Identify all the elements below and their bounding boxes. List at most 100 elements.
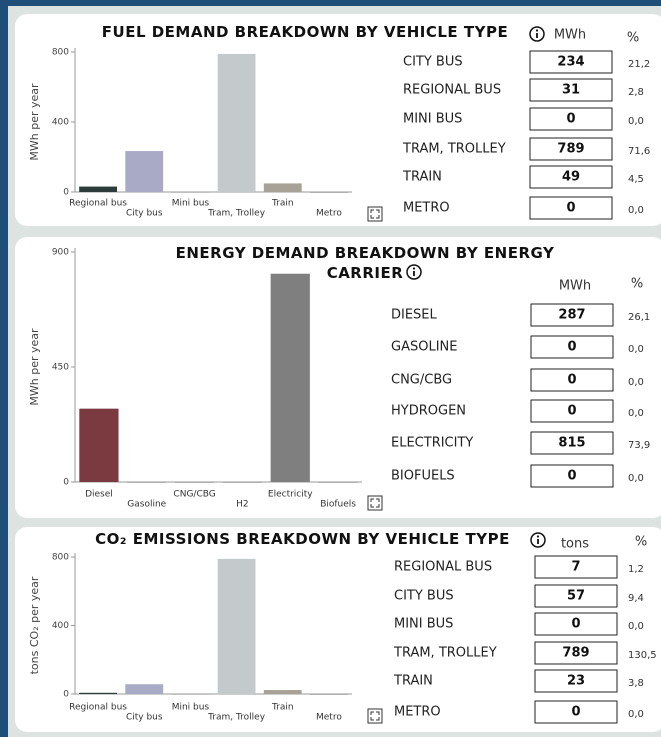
value-box [530,303,614,327]
x-tick-label: Metro [316,209,342,219]
title-box: FUEL DEMAND BREAKDOWN BY VEHICLE TYPE [101,23,509,41]
row-label: ELECTRICITY [391,436,473,451]
y-tick-label: 900 [52,248,69,258]
percent-header: % [631,277,643,292]
y-tick-label: 800 [52,48,69,58]
row-label: MINI BUS [394,617,453,632]
x-tick-label: Train [271,703,294,713]
row-percent: 0,0 [628,709,644,720]
y-tick-label: 800 [52,553,69,563]
panel-title: FUEL DEMAND BREAKDOWN BY VEHICLE TYPE [101,23,509,41]
unit-header: tons [561,537,589,552]
row-percent: 71,6 [628,146,650,157]
x-tick-label: Diesel [85,490,113,500]
bar [125,151,164,192]
x-tick-label: CNG/CBG [173,490,215,500]
percent-header: % [635,535,647,550]
row-value: 0 [567,340,576,355]
row-percent: 0,0 [628,116,644,127]
bar [318,482,358,483]
row-value: 0 [567,373,576,388]
bar [263,690,302,694]
row-value: 0 [571,705,580,720]
value-box [530,368,614,392]
row-value: 7 [571,560,580,575]
row-percent: 73,9 [628,440,650,451]
value-box [534,669,618,693]
row-label: TRAM, TROLLEY [402,142,506,157]
x-tick-label: H2 [236,500,249,510]
row-percent: 0,0 [628,205,644,216]
y-axis-label: MWh per year [28,328,41,406]
expand-button[interactable] [367,495,383,511]
info-icon-dot [536,535,540,538]
bar [222,482,263,483]
x-tick-label: Mini bus [172,703,210,713]
x-tick-label: Gasoline [127,500,166,510]
row-percent: 21,2 [628,59,650,70]
y-tick-label: 0 [63,188,69,198]
bar [79,408,119,482]
bar [125,684,164,694]
row-label: MINI BUS [403,112,462,127]
bar [263,183,302,192]
x-tick-label: Regional bus [69,703,127,713]
row-value: 815 [558,436,585,451]
panel [15,14,661,226]
row-value: 0 [571,617,580,632]
y-tick-label: 400 [52,621,69,631]
x-tick-label: Biofuels [320,500,356,510]
row-label: CNG/CBG [391,373,452,388]
row-label: HYDROGEN [391,404,466,419]
x-tick-label: Regional bus [69,199,127,209]
row-value: 0 [566,201,575,216]
value-box [534,584,618,608]
value-box [529,107,613,131]
row-label: TRAIN [402,170,442,185]
row-percent: 0,0 [628,377,644,388]
info-icon [530,532,546,548]
top-border [0,0,661,6]
row-percent: 2,8 [628,87,644,98]
row-value: 287 [558,308,585,323]
bar [79,692,118,694]
bar [309,694,348,695]
value-box [534,555,618,579]
row-value: 789 [557,142,584,157]
expand-button[interactable] [367,708,383,724]
y-tick-label: 400 [52,118,69,128]
bar [270,273,310,482]
info-icon [406,264,422,280]
value-box [529,50,613,74]
panel-title: CO₂ EMISSIONS BREAKDOWN BY VEHICLE TYPE [95,530,510,548]
row-percent: 9,4 [628,593,644,604]
value-box [530,431,614,455]
x-tick-label: Tram, Trolley [207,713,266,723]
row-percent: 4,5 [628,174,644,185]
y-axis-label: MWh per year [28,83,41,161]
bar [171,192,210,193]
row-label: CITY BUS [403,55,463,70]
value-box [529,78,613,102]
y-tick-label: 450 [52,363,69,373]
row-label: CITY BUS [394,589,454,604]
unit-header: MWh [554,28,586,43]
expand-button[interactable] [367,206,383,222]
x-tick-label: Train [271,199,294,209]
row-percent: 3,8 [628,678,644,689]
row-value: 57 [567,589,585,604]
panel-title: ENERGY DEMAND BREAKDOWN BY ENERGY CARRIE… [175,244,555,282]
expand-icon [370,711,380,721]
row-label: METRO [394,705,441,720]
y-tick-label: 0 [63,690,69,700]
x-tick-label: Electricity [268,490,313,500]
bar [127,482,167,483]
percent-header: % [627,31,639,46]
bar [309,192,348,193]
y-tick-label: 0 [63,478,69,488]
row-value: 0 [567,469,576,484]
row-percent: 0,0 [628,473,644,484]
row-label: TRAIN [393,674,433,689]
y-axis-label: tons CO₂ per year [28,576,41,674]
row-value: 0 [567,404,576,419]
